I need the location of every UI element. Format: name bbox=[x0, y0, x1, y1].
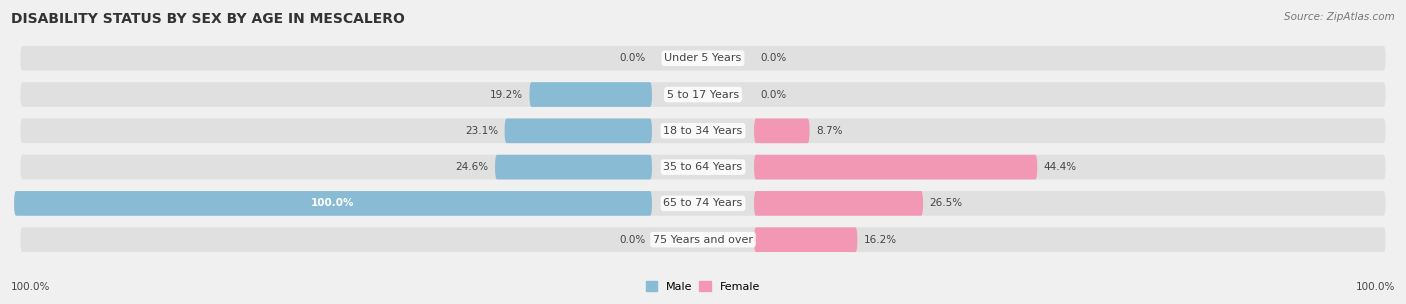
Text: 16.2%: 16.2% bbox=[863, 235, 897, 245]
Text: 0.0%: 0.0% bbox=[761, 90, 787, 99]
Text: 0.0%: 0.0% bbox=[619, 53, 645, 63]
FancyBboxPatch shape bbox=[754, 119, 810, 143]
Text: 0.0%: 0.0% bbox=[619, 235, 645, 245]
Text: 18 to 34 Years: 18 to 34 Years bbox=[664, 126, 742, 136]
Text: 75 Years and over: 75 Years and over bbox=[652, 235, 754, 245]
FancyBboxPatch shape bbox=[21, 191, 1385, 216]
Text: 100.0%: 100.0% bbox=[1355, 282, 1395, 292]
FancyBboxPatch shape bbox=[21, 119, 1385, 143]
FancyBboxPatch shape bbox=[495, 155, 652, 179]
Text: 26.5%: 26.5% bbox=[929, 199, 963, 208]
FancyBboxPatch shape bbox=[14, 191, 652, 216]
Text: 65 to 74 Years: 65 to 74 Years bbox=[664, 199, 742, 208]
FancyBboxPatch shape bbox=[530, 82, 652, 107]
Text: 24.6%: 24.6% bbox=[456, 162, 489, 172]
FancyBboxPatch shape bbox=[754, 191, 924, 216]
FancyBboxPatch shape bbox=[754, 155, 1038, 179]
Text: DISABILITY STATUS BY SEX BY AGE IN MESCALERO: DISABILITY STATUS BY SEX BY AGE IN MESCA… bbox=[11, 12, 405, 26]
Text: 23.1%: 23.1% bbox=[465, 126, 498, 136]
Text: 0.0%: 0.0% bbox=[761, 53, 787, 63]
FancyBboxPatch shape bbox=[21, 155, 1385, 179]
FancyBboxPatch shape bbox=[21, 82, 1385, 107]
FancyBboxPatch shape bbox=[21, 227, 1385, 252]
Text: 8.7%: 8.7% bbox=[815, 126, 842, 136]
Text: 19.2%: 19.2% bbox=[489, 90, 523, 99]
Text: 100.0%: 100.0% bbox=[11, 282, 51, 292]
FancyBboxPatch shape bbox=[505, 119, 652, 143]
Text: 35 to 64 Years: 35 to 64 Years bbox=[664, 162, 742, 172]
Text: Source: ZipAtlas.com: Source: ZipAtlas.com bbox=[1284, 12, 1395, 22]
FancyBboxPatch shape bbox=[21, 46, 1385, 71]
Text: Under 5 Years: Under 5 Years bbox=[665, 53, 741, 63]
Text: 44.4%: 44.4% bbox=[1043, 162, 1077, 172]
Legend: Male, Female: Male, Female bbox=[641, 277, 765, 296]
Text: 100.0%: 100.0% bbox=[311, 199, 354, 208]
FancyBboxPatch shape bbox=[754, 227, 858, 252]
Text: 5 to 17 Years: 5 to 17 Years bbox=[666, 90, 740, 99]
